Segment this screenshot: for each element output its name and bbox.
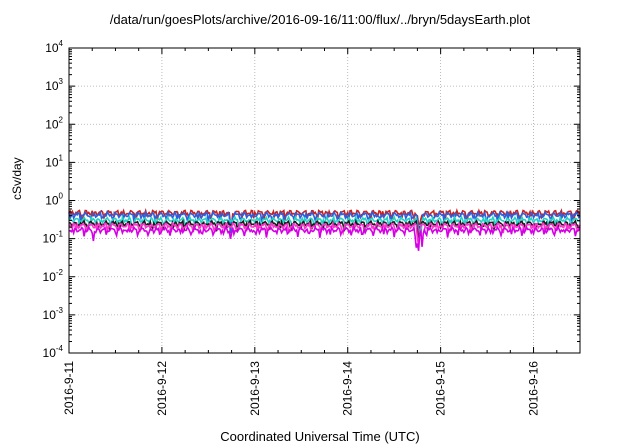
x-axis-label: Coordinated Universal Time (UTC) [220, 429, 420, 444]
series-line [68, 224, 581, 251]
grid-lines [69, 48, 580, 353]
y-tick-label: 103 [45, 77, 63, 93]
series-lines [68, 208, 581, 251]
y-tick-label: 101 [45, 153, 63, 169]
y-tick-label: 102 [45, 115, 63, 131]
series-line [68, 209, 581, 234]
x-tick-label: 2016-9-12 [155, 361, 169, 416]
x-tick-label: 2016-9-15 [434, 361, 448, 416]
chart-title: /data/run/goesPlots/archive/2016-09-16/1… [109, 12, 531, 27]
x-tick-label: 2016-9-14 [341, 361, 355, 416]
y-tick-label: 10-2 [43, 268, 64, 284]
x-tick-label: 2016-9-11 [62, 361, 76, 415]
y-tick-label: 10-1 [43, 230, 64, 246]
y-tick-label: 104 [45, 39, 63, 55]
y-tick-label: 100 [45, 192, 63, 208]
series-line [68, 219, 581, 246]
y-tick-label: 10-3 [43, 306, 64, 322]
y-tick-label: 10-4 [43, 344, 64, 360]
x-tick-label: 2016-9-16 [527, 361, 541, 416]
x-tick-label: 2016-9-13 [248, 361, 262, 416]
